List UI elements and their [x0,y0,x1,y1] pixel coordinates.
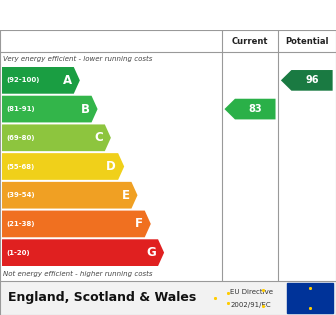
Text: G: G [146,246,156,259]
Text: EU Directive: EU Directive [230,289,273,295]
Text: C: C [94,131,103,144]
Text: Energy Efficiency Rating: Energy Efficiency Rating [67,8,269,22]
Text: Not energy efficient - higher running costs: Not energy efficient - higher running co… [3,271,153,277]
Text: (39-54): (39-54) [6,192,35,198]
Text: F: F [135,217,143,231]
Text: E: E [121,189,129,202]
Text: 2002/91/EC: 2002/91/EC [230,302,271,308]
Text: 96: 96 [305,75,319,85]
Text: A: A [62,74,72,87]
Polygon shape [2,153,124,180]
Text: England, Scotland & Wales: England, Scotland & Wales [8,291,197,304]
Text: (55-68): (55-68) [6,163,34,169]
Polygon shape [2,239,164,266]
Polygon shape [281,70,333,91]
Polygon shape [2,210,151,237]
Text: (81-91): (81-91) [6,106,35,112]
Text: (21-38): (21-38) [6,221,35,227]
Text: B: B [81,103,89,116]
Text: 83: 83 [248,104,262,114]
Text: D: D [107,160,116,173]
Text: Very energy efficient - lower running costs: Very energy efficient - lower running co… [3,56,153,62]
Text: (92-100): (92-100) [6,77,39,83]
Polygon shape [2,67,80,94]
Polygon shape [224,99,276,119]
Text: (69-80): (69-80) [6,135,35,141]
Polygon shape [2,96,97,123]
Polygon shape [2,124,111,151]
Polygon shape [2,182,137,209]
Text: Current: Current [232,37,268,45]
Bar [287,283,333,313]
Text: (1-20): (1-20) [6,250,30,256]
Text: Potential: Potential [285,37,329,45]
